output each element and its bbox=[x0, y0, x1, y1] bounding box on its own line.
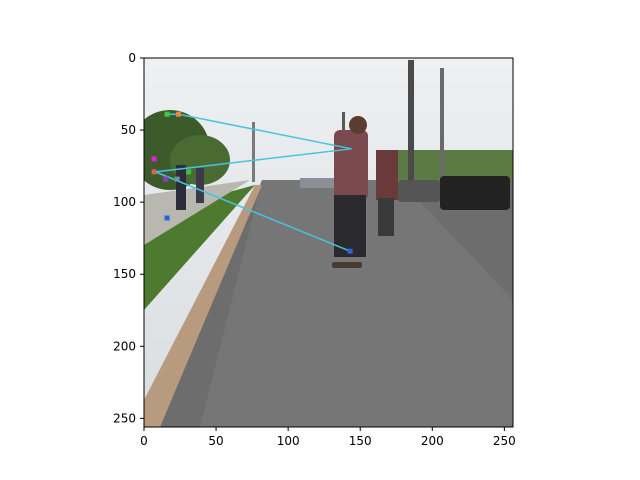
background-photo bbox=[144, 58, 513, 427]
x-tick-label: 0 bbox=[140, 434, 148, 448]
pose-path-line bbox=[155, 113, 352, 252]
plot-frame bbox=[143, 57, 514, 428]
x-tick-label: 150 bbox=[349, 434, 372, 448]
x-tick-label: 200 bbox=[421, 434, 444, 448]
y-tick-label: 150 bbox=[113, 267, 136, 281]
y-tick-label: 250 bbox=[113, 411, 136, 425]
x-tick-label: 250 bbox=[493, 434, 516, 448]
axis-ticks: 0 50 100 150 200 250 0 50 100 150 200 250 bbox=[113, 51, 516, 448]
x-tick-label: 50 bbox=[208, 434, 223, 448]
pose-overlay bbox=[151, 111, 353, 254]
keypoint-marker bbox=[163, 176, 169, 182]
x-tick-label: 100 bbox=[277, 434, 300, 448]
keypoint-marker bbox=[174, 176, 180, 182]
keypoint-marker bbox=[151, 169, 157, 175]
y-tick-label: 50 bbox=[121, 123, 136, 137]
keypoint-marker bbox=[347, 248, 353, 254]
keypoint-marker bbox=[164, 111, 170, 117]
keypoint-marker bbox=[186, 169, 192, 175]
keypoint-marker bbox=[164, 215, 170, 221]
y-tick-label: 0 bbox=[128, 51, 136, 65]
y-tick-label: 100 bbox=[113, 195, 136, 209]
keypoint-marker bbox=[176, 111, 182, 117]
y-tick-label: 200 bbox=[113, 339, 136, 353]
keypoint-marker bbox=[151, 156, 157, 162]
